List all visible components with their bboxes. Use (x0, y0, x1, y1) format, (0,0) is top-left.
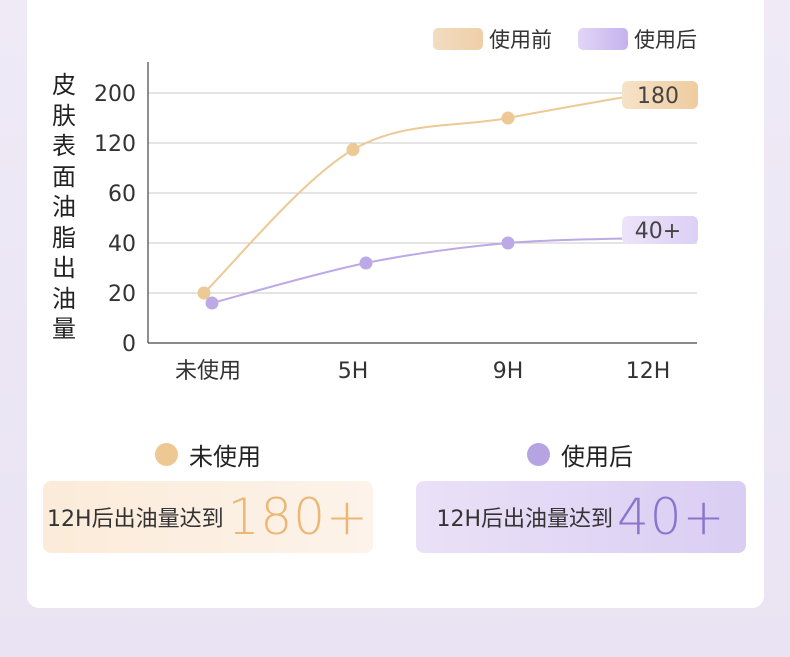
series-1-point-0 (205, 296, 219, 310)
y-tick-60: 60 (108, 182, 136, 207)
summary-title-before: 未使用 (155, 436, 261, 472)
series-0-point-1 (346, 143, 360, 157)
x-tick-2: 9H (493, 359, 524, 384)
y-tick-200: 200 (94, 82, 136, 107)
summary-value-before: 180+ (227, 488, 369, 546)
summary-text-before: 12H后出油量达到 (47, 507, 224, 532)
end-label-1: 40+ (635, 219, 681, 244)
summary-value-after: 40+ (617, 488, 726, 546)
series-line-1 (211, 237, 649, 304)
legend-item-after: 使用后 (578, 26, 697, 52)
legend-label-before: 使用前 (489, 28, 552, 52)
y-tick-120: 120 (94, 132, 136, 157)
summary-title-before-text: 未使用 (189, 442, 261, 471)
summary-text-after: 12H后出油量达到 (436, 507, 613, 532)
summary-box-before: 12H后出油量达到 180+ (43, 481, 373, 553)
summary-dot-after (527, 442, 550, 466)
end-badge-0 (622, 81, 698, 109)
legend-swatch-before (433, 28, 483, 50)
summary-box-after: 12H后出油量达到 40+ (416, 481, 746, 553)
y-tick-0: 0 (122, 332, 136, 357)
x-tick-3: 12H (626, 359, 671, 384)
x-tick-0: 未使用 (175, 359, 241, 384)
x-tick-1: 5H (338, 359, 369, 384)
line-chart: 0 20 40 60 120 200 未使用 5H 9H 12H 180 40+ (94, 62, 698, 384)
series-1-point-1 (359, 256, 373, 270)
legend-label-after: 使用后 (634, 28, 697, 52)
y-tick-20: 20 (108, 282, 136, 307)
summary-dot-before (155, 442, 178, 466)
series-line-0 (203, 92, 649, 294)
summary-title-after: 使用后 (527, 436, 633, 472)
summary-title-after-text: 使用后 (561, 442, 633, 471)
series-0-point-0 (197, 286, 211, 300)
legend-item-before: 使用前 (433, 26, 552, 52)
series-0-point-2 (501, 111, 515, 125)
end-label-0: 180 (637, 84, 679, 109)
legend-swatch-after (578, 28, 628, 50)
end-badge-1 (622, 216, 698, 244)
series-1-point-2 (501, 236, 515, 250)
y-axis-label: 皮肤表面油脂出油量 (52, 71, 76, 343)
y-tick-40: 40 (108, 232, 136, 257)
